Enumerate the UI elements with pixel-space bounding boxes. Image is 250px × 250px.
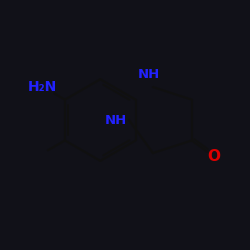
Text: H₂N: H₂N xyxy=(28,80,57,94)
Text: NH: NH xyxy=(138,68,160,80)
Text: NH: NH xyxy=(104,114,126,126)
Text: O: O xyxy=(207,149,220,164)
